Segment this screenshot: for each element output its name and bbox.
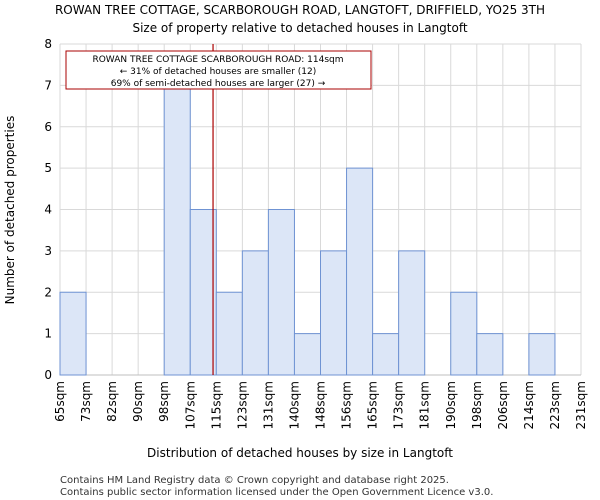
x-tick-label: 156sqm <box>340 381 354 429</box>
y-tick-label: 3 <box>44 244 52 258</box>
x-tick-label: 98sqm <box>157 381 171 422</box>
bar-123sqm <box>241 250 269 376</box>
bar-165sqm <box>372 333 400 376</box>
x-tick-label: 140sqm <box>287 381 301 429</box>
x-tick-label: 214sqm <box>522 381 536 429</box>
x-tick-label: 131sqm <box>261 381 275 429</box>
bar-156sqm <box>346 167 374 376</box>
x-tick-label: 206sqm <box>496 381 510 429</box>
bar-98sqm <box>163 84 191 376</box>
footer-line-1: Contains HM Land Registry data © Crown c… <box>60 475 449 486</box>
annotation-line-2: ← 31% of detached houses are smaller (12… <box>120 67 317 77</box>
bar-214sqm <box>528 333 556 376</box>
x-tick-label: 148sqm <box>314 381 328 429</box>
y-tick-labels: 0 1 2 3 4 5 6 7 8 <box>44 37 52 382</box>
x-tick-label: 198sqm <box>470 381 484 429</box>
x-tick-label: 190sqm <box>444 381 458 429</box>
y-axis-label: Number of detached properties <box>3 116 17 305</box>
x-tick-label: 82sqm <box>105 381 119 422</box>
y-tick-label: 7 <box>44 78 52 92</box>
y-tick-label: 1 <box>44 327 52 341</box>
y-tick-label: 6 <box>44 120 52 134</box>
y-tick-label: 2 <box>44 285 52 299</box>
x-tick-label: 123sqm <box>235 381 249 429</box>
x-tick-label: 181sqm <box>418 381 432 429</box>
y-tick-label: 8 <box>44 37 52 51</box>
x-tick-label: 65sqm <box>53 381 67 422</box>
bar-140sqm <box>293 333 322 376</box>
x-tick-label: 173sqm <box>392 381 406 429</box>
annotation-line-3: 69% of semi-detached houses are larger (… <box>111 79 326 89</box>
bar-115sqm <box>215 291 243 376</box>
bar-198sqm <box>476 333 504 376</box>
bar-107sqm <box>189 209 217 376</box>
bar-148sqm <box>320 250 348 376</box>
bars <box>59 84 556 376</box>
x-tick-label: 231sqm <box>574 381 588 429</box>
y-tick-label: 4 <box>44 203 52 217</box>
bar-65sqm <box>59 291 87 376</box>
x-tick-label: 73sqm <box>79 381 93 422</box>
x-tick-label: 90sqm <box>131 381 145 422</box>
x-axis-label: Distribution of detached houses by size … <box>147 446 453 460</box>
x-tick-label: 165sqm <box>366 381 380 429</box>
chart-subtitle: Size of property relative to detached ho… <box>132 21 467 35</box>
chart-title: ROWAN TREE COTTAGE, SCARBOROUGH ROAD, LA… <box>55 3 545 17</box>
annotation-line-1: ROWAN TREE COTTAGE SCARBOROUGH ROAD: 114… <box>92 55 343 65</box>
y-tick-label: 0 <box>44 368 52 382</box>
bar-190sqm <box>450 291 478 376</box>
x-tick-label: 107sqm <box>183 381 197 429</box>
x-tick-label: 223sqm <box>548 381 562 429</box>
footer-line-2: Contains public sector information licen… <box>60 487 493 498</box>
bar-131sqm <box>267 209 295 376</box>
x-tick-label: 115sqm <box>209 381 223 429</box>
annotation-frame <box>65 50 372 90</box>
x-tick-labels: 65sqm 73sqm 82sqm 90sqm 98sqm 107sqm 115sqm 123… <box>53 381 588 429</box>
y-tick-label: 5 <box>44 161 52 175</box>
bar-173sqm <box>398 250 426 376</box>
annotation-box: ROWAN TREE COTTAGE SCARBOROUGH ROAD: 114… <box>65 50 372 90</box>
